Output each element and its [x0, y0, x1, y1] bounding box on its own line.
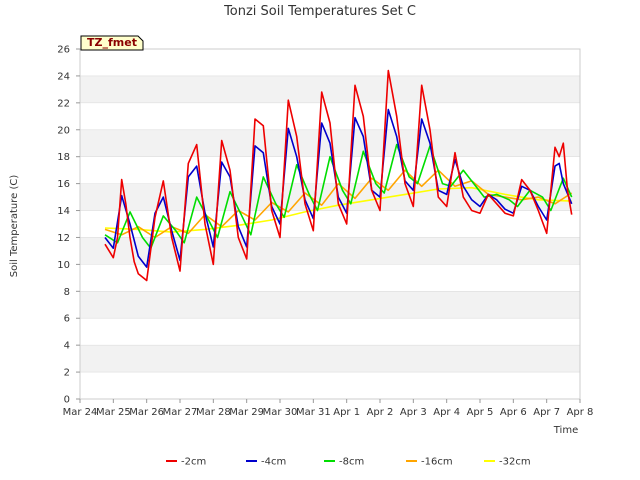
x-tick-label: Mar 29 — [229, 407, 264, 418]
legend-label: -16cm — [421, 457, 453, 468]
legend-item: -2cm — [166, 457, 206, 468]
y-tick-label: 10 — [57, 260, 70, 271]
x-tick-label: Mar 26 — [129, 407, 164, 418]
legend-item: -32cm — [484, 457, 531, 468]
y-tick-label: 20 — [57, 125, 70, 136]
y-tick-label: 26 — [57, 45, 70, 56]
legend-item: -8cm — [324, 457, 364, 468]
y-tick-label: 16 — [57, 179, 70, 190]
series-layer — [104, 69, 573, 282]
grid-bands — [80, 48, 580, 400]
legend-item: -4cm — [246, 457, 286, 468]
y-tick-label: 6 — [64, 314, 70, 325]
y-tick-label: 0 — [64, 395, 70, 406]
x-tick-label: Apr 6 — [500, 407, 527, 418]
x-axis-label: Time — [553, 425, 578, 436]
grid-band — [80, 75, 580, 103]
tag-label-box: TZ_fmet — [80, 35, 144, 51]
chart-title: Tonzi Soil Temperatures Set C — [223, 4, 416, 19]
x-tick-label: Apr 5 — [467, 407, 494, 418]
x-tick-label: Mar 31 — [296, 407, 331, 418]
legend-item: -16cm — [406, 457, 453, 468]
legend: -2cm -4cm -8cm -16cm -32cm — [166, 457, 531, 468]
grid-band — [80, 291, 580, 319]
y-tick-label: 22 — [57, 98, 70, 109]
y-tick-label: 24 — [57, 71, 70, 82]
legend-label: -4cm — [261, 457, 286, 468]
y-tick-label: 2 — [64, 368, 70, 379]
y-tick-label: 14 — [57, 206, 70, 217]
legend-label: -2cm — [181, 457, 206, 468]
series-line-2cm — [104, 69, 573, 282]
x-tick-label: Mar 25 — [96, 407, 131, 418]
x-tick-label: Mar 24 — [63, 407, 98, 418]
y-tick-label: 8 — [64, 287, 70, 298]
grid-band — [80, 237, 580, 265]
x-tick-label: Mar 28 — [196, 407, 231, 418]
x-tick-label: Apr 8 — [567, 407, 594, 418]
x-tick-label: Apr 4 — [433, 407, 460, 418]
tag-label: TZ_fmet — [87, 36, 137, 49]
x-tick-label: Apr 2 — [367, 407, 394, 418]
legend-label: -8cm — [339, 457, 364, 468]
x-tick-label: Mar 30 — [263, 407, 298, 418]
y-tick-label: 4 — [64, 341, 70, 352]
x-tick-label: Mar 27 — [163, 407, 198, 418]
y-tick-label: 12 — [57, 233, 70, 244]
grid-band — [80, 345, 580, 373]
plot-frame — [79, 48, 581, 400]
series-line-8cm — [104, 143, 573, 249]
x-tick-label: Apr 3 — [400, 407, 427, 418]
x-tick-label: Apr 7 — [533, 407, 560, 418]
legend-label: -32cm — [499, 457, 531, 468]
y-axis-label: Soil Temperature (C) — [9, 175, 20, 278]
y-tick-label: 18 — [57, 152, 70, 163]
x-tick-label: Apr 1 — [333, 407, 360, 418]
